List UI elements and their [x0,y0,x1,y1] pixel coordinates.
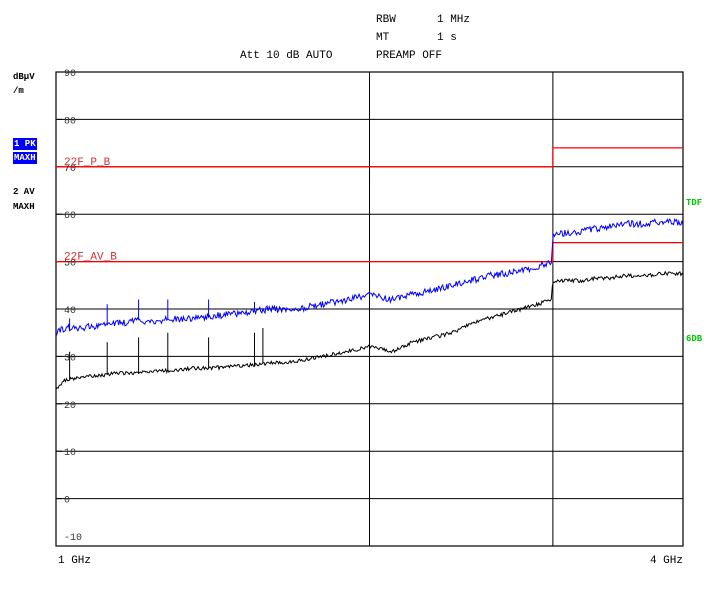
trace1-label: 1 PK [13,138,37,150]
attenuation-text: Att 10 dB AUTO [240,50,333,62]
x-end-label: 4 GHz [650,555,683,567]
y-tick-label: 10 [64,448,76,459]
rbw-value: 1 MHz [437,14,471,26]
limit-line [56,241,683,263]
y-tick-label: 0 [64,496,70,507]
y-tick-label: 70 [64,164,76,175]
y-tick-label: 80 [64,116,76,127]
y-tick-label: 40 [64,306,76,317]
mt-value: 1 s [437,32,457,44]
grid [55,71,684,547]
tdf-label: TDF [686,198,703,208]
trace1-mode: MAXH [13,152,37,164]
y-tick-label: -10 [64,533,82,544]
y-tick-label: 20 [64,401,76,412]
limit-line [56,147,683,168]
y-tick-label: 50 [64,259,76,270]
peak-trace [55,217,684,337]
mt-label: MT [376,32,390,44]
traces [55,217,684,390]
unit-label-line2: /m [13,86,24,96]
axis-labels: 90 80 70 60 50 40 30 20 10 0 -10 22F_P_B 22F_AV_B 1 G… [58,69,683,567]
limit-lines [56,147,683,263]
trace2-mode: MAXH [13,202,35,212]
y-tick-label: 60 [64,211,76,222]
y-tick-label: 90 [64,69,76,80]
y-tick-label: 30 [64,353,76,364]
trace2-label: 2 AV [13,187,35,197]
limit-line-label: 22F_P_B [64,157,111,169]
rbw-label: RBW [376,14,396,26]
sixdb-label: 6DB [686,334,703,344]
average-trace [55,270,684,390]
limit-line-label: 22F_AV_B [64,252,117,264]
unit-label-line1: dBµV [13,72,35,82]
x-start-label: 1 GHz [58,555,91,567]
preamp-text: PREAMP OFF [376,50,443,62]
